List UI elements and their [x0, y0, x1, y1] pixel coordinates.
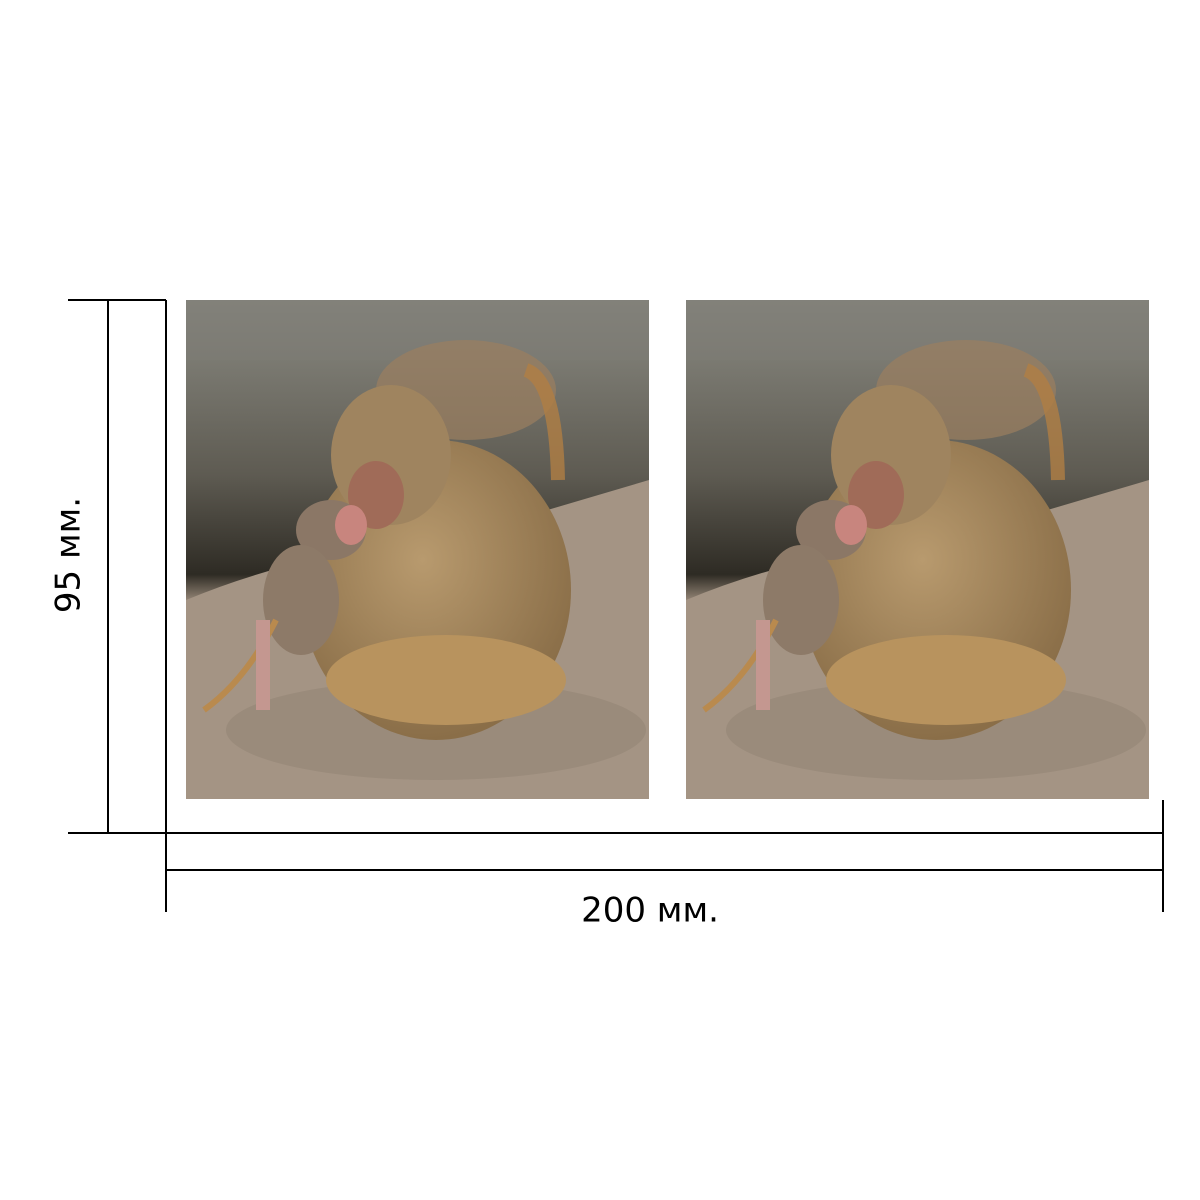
height-label: 95 мм. [49, 497, 89, 613]
photo-right [686, 300, 1149, 799]
photo-left [186, 300, 649, 799]
width-label: 200 мм. [581, 891, 719, 931]
width-dimension: 200 мм. [165, 800, 1164, 931]
height-dimension: 95 мм. [49, 299, 167, 834]
